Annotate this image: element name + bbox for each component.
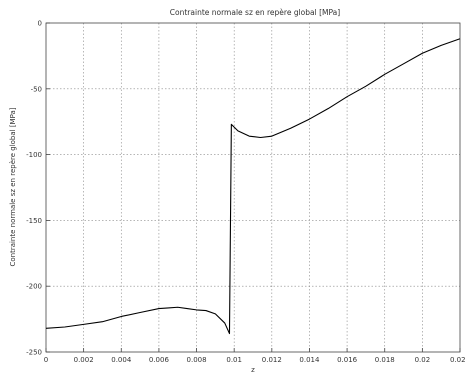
- x-axis-label: z: [251, 366, 255, 374]
- y-tick-label: 0: [38, 20, 42, 28]
- grid: [46, 23, 460, 352]
- x-tick-labels: 0 0.002 0.004 0.006 0.008 0.01 0.012 0.014 0.016…: [44, 356, 465, 364]
- x-tick-label: 0.018: [375, 356, 395, 364]
- x-tick-label: 0.006: [149, 356, 170, 364]
- y-axis-label: Contrainte normale sz en repère global […: [9, 107, 17, 266]
- y-tick-label: -200: [26, 283, 42, 291]
- series-layer: [45, 38, 461, 335]
- y-tick-label: -50: [31, 85, 42, 93]
- chart-title: Contrainte normale sz en repère global […: [170, 8, 340, 17]
- x-tick-label: 0.02: [415, 356, 431, 364]
- y-tick-labels: -250 -200 -150 -100 -50 0: [26, 20, 42, 357]
- x-tick-label: 0.01: [226, 356, 242, 364]
- y-tick-label: -250: [26, 349, 42, 357]
- x-tick-label: 0.002: [74, 356, 94, 364]
- y-tick-label: -150: [26, 217, 42, 225]
- x-tick-label: 0: [44, 356, 48, 364]
- x-tick-label: 0.012: [262, 356, 282, 364]
- x-tick-label: 0.014: [299, 356, 320, 364]
- x-tick-label: 0.016: [337, 356, 358, 364]
- x-tick-label: 0.004: [111, 356, 132, 364]
- plot-frame: [45, 22, 461, 353]
- x-tick-label: 0.022: [450, 356, 465, 364]
- axis-ticks: [45, 22, 461, 353]
- x-tick-label: 0.008: [187, 356, 207, 364]
- y-tick-label: -100: [26, 151, 42, 159]
- stress-series-line: [45, 38, 461, 335]
